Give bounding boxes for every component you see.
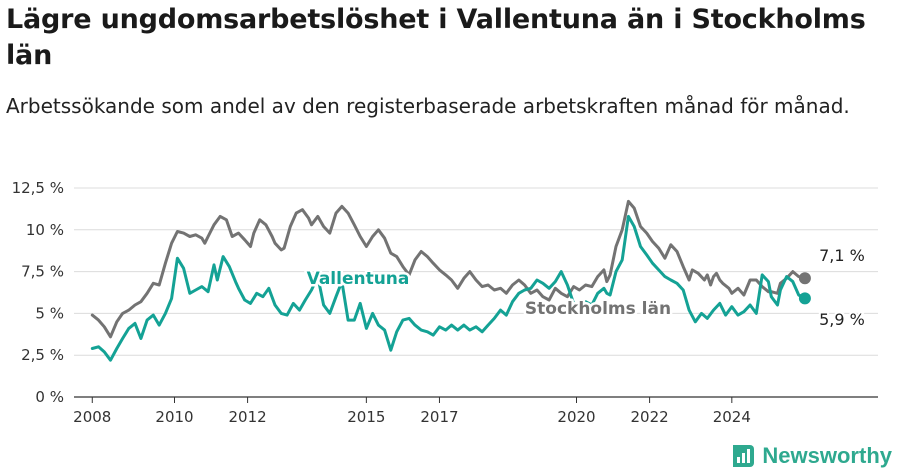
- x-axis: 2008 2010 2012 2015 2017 2020 2022 2024: [73, 396, 878, 426]
- x-tick-label: 2008: [73, 408, 111, 426]
- series-label-vallentuna: Vallentuna: [307, 269, 410, 289]
- grid-lines: [74, 187, 878, 356]
- chart-subtitle: Arbetssökande som andel av den registerb…: [6, 94, 850, 118]
- end-point-stockholm: [798, 272, 811, 285]
- y-tick-label: 5 %: [35, 304, 64, 322]
- end-value-label-vallentuna: 5,9 %: [819, 310, 865, 329]
- y-tick-label: 7,5 %: [21, 263, 64, 281]
- brand: Newsworthy: [730, 441, 892, 471]
- x-tick-label: 2015: [347, 408, 385, 426]
- series-group: [90, 199, 811, 362]
- chart-title: Lägre ungdomsarbetslöshet i Vallentuna ä…: [6, 4, 866, 71]
- y-tick-label: 12,5 %: [12, 179, 64, 197]
- x-tick-label: 2020: [557, 408, 595, 426]
- x-tick-label: 2017: [420, 408, 458, 426]
- brand-name: Newsworthy: [762, 443, 892, 468]
- y-tick-label: 10 %: [26, 221, 64, 239]
- x-tick-label: 2010: [155, 408, 193, 426]
- series-line-stockholm: [90, 199, 807, 339]
- end-value-label-stockholm: 7,1 %: [819, 246, 865, 265]
- newsworthy-logo-icon: [733, 445, 755, 467]
- series-line-vallentuna: [90, 214, 807, 362]
- end-point-vallentuna: [798, 292, 811, 305]
- y-tick-label: 0 %: [35, 388, 64, 406]
- x-tick-label: 2022: [630, 408, 668, 426]
- series-label-stockholm: Stockholms län: [525, 299, 671, 319]
- y-axis: 0 % 2,5 % 5 % 7,5 % 10 % 12,5 %: [12, 179, 64, 406]
- x-tick-label: 2012: [228, 408, 266, 426]
- y-tick-label: 2,5 %: [21, 346, 64, 364]
- series-labels: Vallentuna Stockholms län 7,1 % 5,9 %: [304, 244, 867, 331]
- x-tick-label: 2024: [713, 408, 751, 426]
